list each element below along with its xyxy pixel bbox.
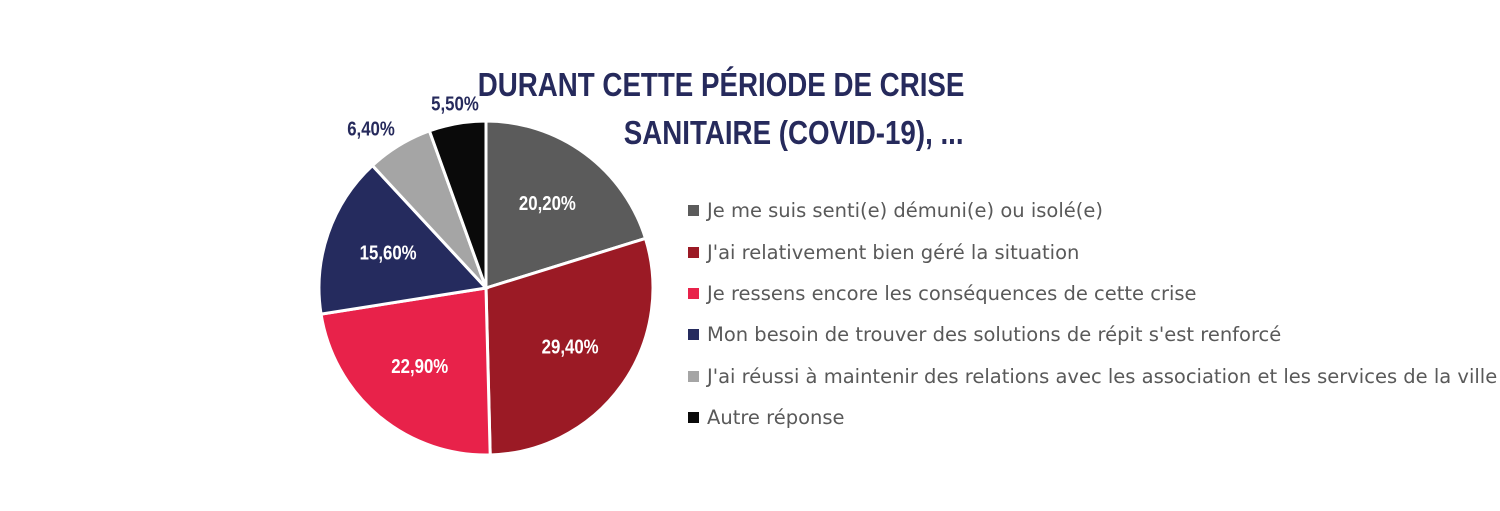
legend-label: Je ressens encore les conséquences de ce… (707, 281, 1197, 305)
legend-item: Mon besoin de trouver des solutions de r… (688, 314, 1497, 355)
slice-data-label: 6,40% (347, 117, 395, 140)
chart-legend: Je me suis senti(e) démuni(e) ou isolé(e… (688, 190, 1497, 438)
pie-slice (317, 163, 490, 316)
legend-swatch (688, 329, 699, 341)
legend-item: J'ai relativement bien géré la situation (688, 231, 1497, 272)
legend-swatch (688, 205, 699, 217)
pie-slice (319, 286, 492, 457)
legend-swatch (688, 287, 699, 299)
legend-label: Je me suis senti(e) démuni(e) ou isolé(e… (707, 199, 1103, 223)
slice-data-label: 22,90% (391, 354, 448, 377)
legend-swatch (688, 412, 699, 424)
chart-title-line-2: SANITAIRE (COVID-19), ... (624, 114, 964, 151)
pie-slice (484, 236, 655, 457)
legend-swatch (688, 246, 699, 258)
legend-swatch (688, 370, 699, 382)
slice-data-label: 29,40% (542, 335, 599, 358)
legend-label: J'ai relativement bien géré la situation (707, 240, 1080, 264)
legend-label: Mon besoin de trouver des solutions de r… (707, 323, 1282, 347)
pie-slice (427, 119, 488, 289)
slice-data-label: 15,60% (360, 241, 417, 264)
pie-slice (484, 119, 648, 291)
legend-item: Autre réponse (688, 397, 1497, 438)
legend-item: J'ai réussi à maintenir des relations av… (688, 356, 1497, 397)
chart-title-line-1: DURANT CETTE PÉRIODE DE CRISE (477, 66, 964, 103)
legend-item: Je ressens encore les conséquences de ce… (688, 273, 1497, 314)
legend-item: Je me suis senti(e) démuni(e) ou isolé(e… (688, 190, 1497, 231)
slice-data-label: 5,50% (431, 92, 479, 115)
legend-label: J'ai réussi à maintenir des relations av… (707, 364, 1498, 388)
legend-label: Autre réponse (707, 406, 845, 430)
slice-data-label: 20,20% (519, 191, 576, 214)
